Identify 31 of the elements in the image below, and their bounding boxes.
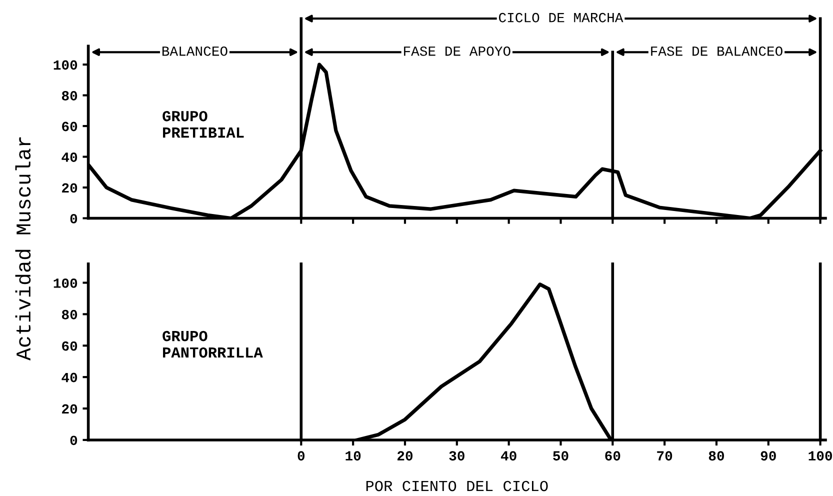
- y-tick-label: 60: [62, 341, 78, 351]
- y-tick-label: 20: [62, 183, 78, 193]
- x-tick-label: 100: [808, 451, 832, 461]
- annotation: FASE DE APOYO: [404, 46, 510, 56]
- y-tick-label: 0: [70, 436, 78, 446]
- y-tick-label: 80: [62, 91, 78, 100]
- x-axis-title: POR CIENTO DEL CICLO: [366, 480, 548, 492]
- x-tick-label: 40: [500, 451, 516, 461]
- x-tick-label: 70: [657, 451, 672, 461]
- x-tick-label: 30: [449, 451, 464, 461]
- y-tick-label: 80: [62, 310, 78, 320]
- annotation: BALANCEO: [162, 46, 228, 56]
- y-axis-title: Actividad Muscular: [15, 137, 31, 361]
- text: GRUPO PANTORRILLA: [162, 330, 263, 358]
- text: CICLO DE MARCHA: [498, 12, 624, 22]
- y-tick-label: 0: [70, 214, 78, 224]
- x-tick-label: 80: [708, 451, 724, 461]
- x-tick-label: 60: [605, 451, 620, 461]
- annotation: FASE DE BALANCEO: [651, 46, 782, 56]
- y-tick-label: 100: [54, 60, 78, 70]
- y-tick-label: 40: [62, 152, 78, 162]
- x-tick-label: 0: [298, 451, 305, 461]
- x-tick-label: 50: [553, 451, 568, 461]
- y-tick-label: 20: [62, 404, 78, 414]
- y-tick-label: 100: [54, 278, 78, 288]
- x-tick-label: 10: [346, 451, 361, 461]
- text: GRUPO PRETIBIAL: [162, 110, 244, 138]
- y-tick-label: 40: [62, 372, 78, 382]
- x-tick-label: 20: [397, 451, 413, 461]
- y-tick-label: 60: [62, 122, 78, 132]
- x-tick-label: 90: [760, 451, 776, 461]
